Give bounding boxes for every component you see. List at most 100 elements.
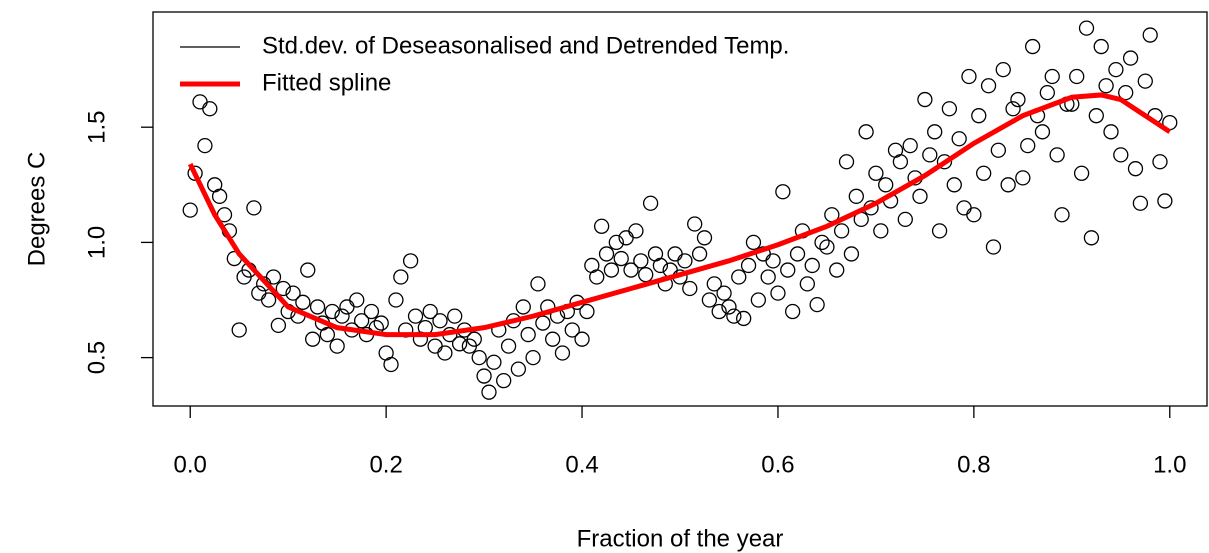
data-point [574, 331, 590, 347]
data-point [829, 262, 845, 278]
data-point [1157, 193, 1173, 209]
data-point [319, 326, 336, 343]
data-point [980, 78, 997, 94]
data-point [334, 308, 350, 324]
data-point [721, 299, 737, 315]
data-point [941, 101, 958, 117]
data-point [1000, 177, 1016, 193]
data-point [270, 317, 287, 334]
data-point [1083, 230, 1100, 246]
data-point [833, 223, 850, 239]
data-point [966, 207, 982, 223]
data-point [329, 338, 345, 354]
data-point [1020, 137, 1036, 154]
data-point [300, 262, 316, 278]
data-point [1142, 27, 1158, 43]
data-point [740, 257, 757, 274]
data-point [211, 188, 228, 204]
x-tick-label: 0.4 [565, 451, 598, 478]
data-point [564, 322, 580, 338]
data-point [701, 292, 718, 308]
data-point [985, 239, 1002, 255]
data-point [613, 250, 629, 267]
data-point [515, 299, 531, 315]
data-point [711, 303, 727, 320]
data-point [231, 322, 247, 338]
data-point [202, 101, 218, 117]
data-point [995, 61, 1011, 78]
data-point [265, 269, 282, 285]
data-point [285, 285, 301, 301]
data-point [535, 315, 551, 331]
data-point [451, 336, 468, 352]
data-point [687, 216, 703, 232]
data-point [931, 223, 948, 239]
data-point [608, 234, 624, 251]
data-point [682, 280, 698, 297]
data-point [1044, 68, 1060, 85]
data-point [363, 303, 380, 320]
data-point [642, 195, 659, 211]
data-point [878, 177, 894, 193]
data-point [246, 200, 262, 216]
data-point [305, 331, 321, 347]
data-point [1113, 147, 1129, 163]
data-point [799, 276, 815, 292]
data-point [447, 308, 463, 324]
data-point [1039, 84, 1055, 101]
data-point [716, 285, 732, 301]
data-point [1098, 78, 1114, 94]
data-point [1024, 38, 1041, 55]
spline-line [187, 92, 1172, 338]
data-point [951, 131, 967, 147]
data-point [500, 338, 517, 354]
data-point [1093, 38, 1109, 55]
data-point [496, 373, 512, 389]
data-point [623, 262, 639, 278]
data-point [897, 211, 913, 228]
data-point [383, 356, 399, 373]
data-point [814, 234, 830, 251]
data-point [260, 292, 277, 308]
data-point [736, 310, 752, 327]
data-point [780, 262, 796, 278]
data-point [1034, 124, 1051, 140]
data-point [628, 223, 644, 239]
data-point [750, 292, 767, 308]
data-point [706, 276, 722, 292]
data-point [476, 368, 492, 384]
data-point [848, 188, 864, 204]
data-point [1103, 124, 1119, 140]
data-point [393, 269, 409, 285]
data-point [1132, 195, 1149, 211]
data-point [858, 124, 874, 140]
data-point [770, 285, 786, 301]
data-point [593, 218, 610, 234]
data-point [667, 246, 683, 262]
data-point [525, 349, 541, 366]
data-point [784, 303, 801, 320]
data-point [677, 253, 693, 269]
data-point [598, 246, 615, 262]
data-point [1118, 84, 1134, 101]
data-point [652, 257, 669, 274]
data-point [466, 331, 482, 347]
data-point [432, 313, 448, 329]
data-point [809, 296, 825, 313]
data-point [691, 246, 708, 262]
data-point [731, 269, 747, 285]
data-point [192, 94, 208, 110]
data-point [182, 202, 198, 218]
data-point [912, 188, 928, 204]
data-point [603, 262, 620, 278]
data-point [427, 338, 443, 354]
data-point [353, 313, 370, 329]
data-point [760, 269, 776, 285]
data-point [745, 234, 762, 251]
data-point [481, 384, 497, 400]
x-axis-title: Fraction of the year [577, 525, 784, 552]
data-point [197, 137, 213, 154]
data-point [471, 349, 487, 366]
data-point [1054, 207, 1070, 223]
